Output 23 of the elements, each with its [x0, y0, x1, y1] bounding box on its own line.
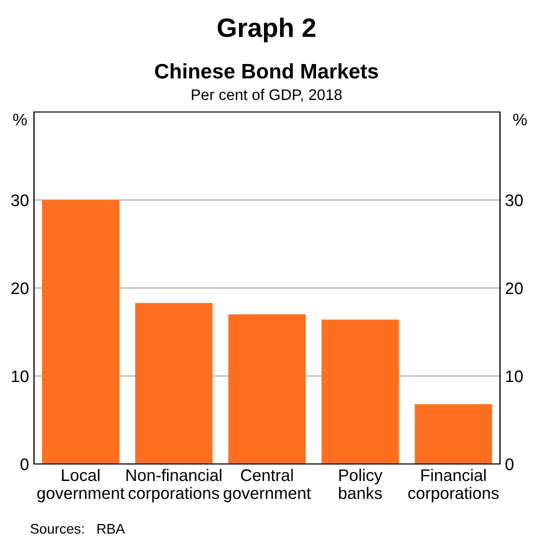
y2-tick-label: 20 — [506, 282, 523, 294]
y2-tick-label: 0 — [506, 458, 514, 470]
chart-subtitle: Chinese Bond Markets Per cent of GDP, 2018 — [155, 63, 378, 102]
y2-tick-label: 30 — [505, 194, 523, 206]
bar — [135, 302, 212, 464]
y-tick-label: 30 — [11, 194, 28, 206]
bar — [322, 320, 399, 464]
y-axis-title: % — [13, 114, 27, 126]
y-tick-label: 20 — [11, 282, 28, 294]
bar — [228, 314, 306, 464]
bar — [42, 200, 120, 464]
x-tick-label: Policy banks — [339, 468, 382, 500]
y-tick-label: 10 — [12, 370, 28, 382]
x-tick-label: Financial corporations — [408, 468, 499, 502]
x-tick-label: Central government — [224, 468, 311, 502]
y2-tick-label: 10 — [506, 370, 523, 382]
bar — [414, 404, 492, 464]
y2-axis-title: % — [513, 114, 527, 126]
y-tick-label: 0 — [20, 458, 28, 470]
source-note: Sources: RBA — [30, 524, 125, 534]
chart-title: Graph 2 — [218, 18, 316, 42]
x-tick-label: Non-financial corporations — [126, 468, 222, 502]
x-tick-label: Local government — [37, 468, 124, 502]
